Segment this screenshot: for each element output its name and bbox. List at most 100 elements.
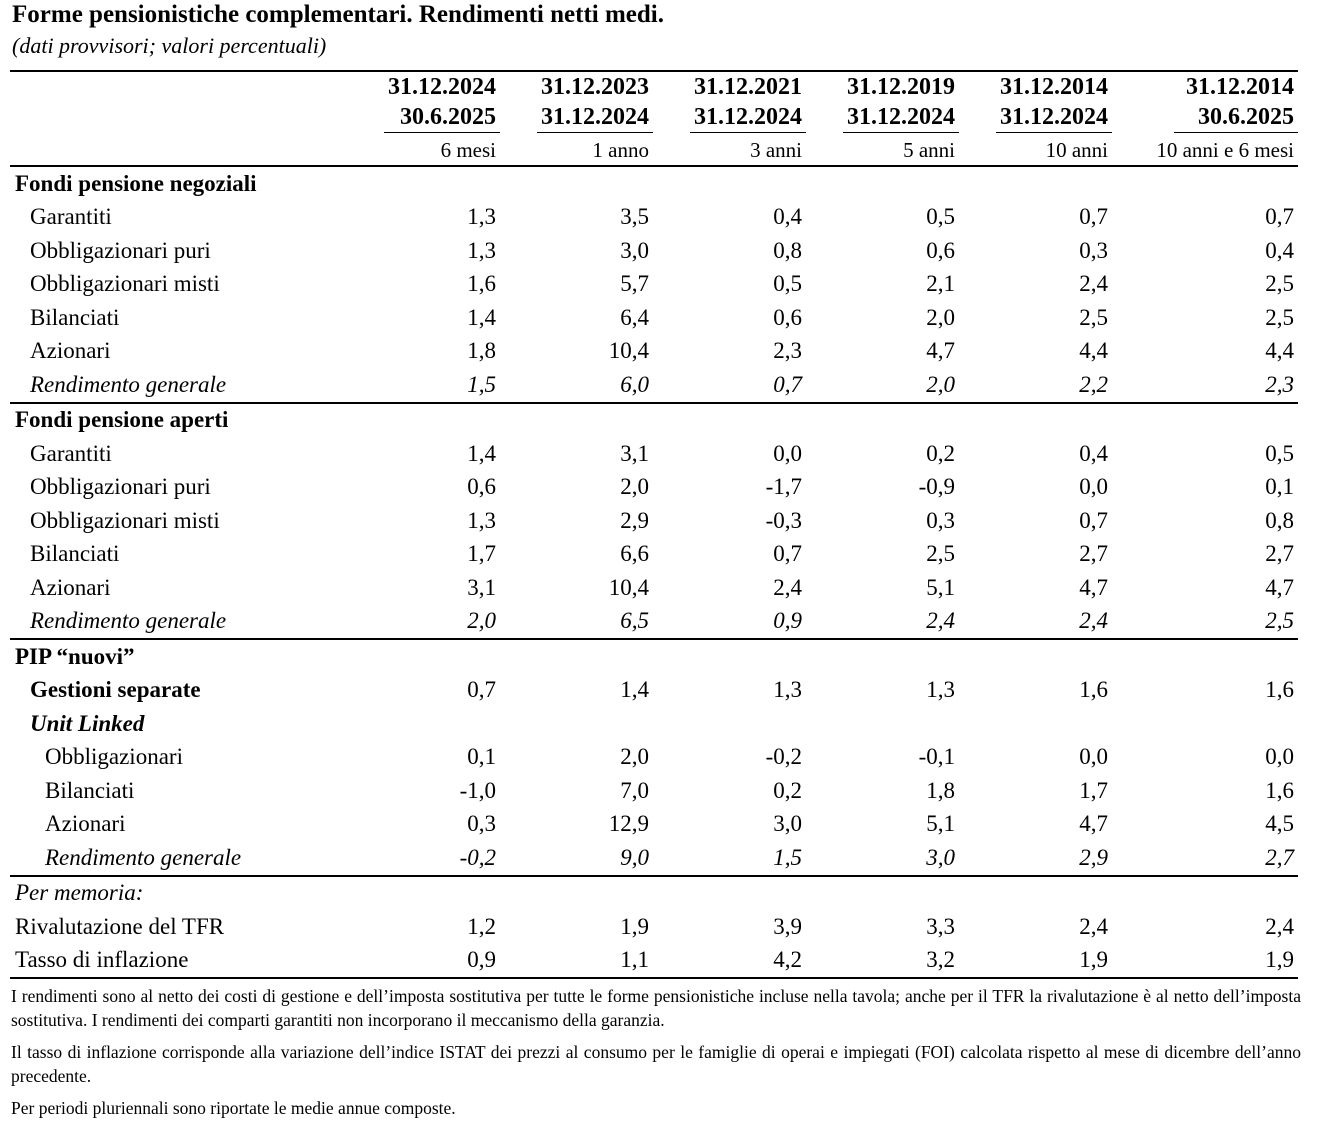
cell-value: 2,9 [620,507,649,533]
table-row: Bilanciati 1,4 6,4 0,6 2,0 2,5 2,5 [10,301,1298,335]
period-to: 31.12.2024 [847,104,955,130]
cell-value: 0,7 [1079,204,1108,230]
row-label: Rendimento generale [10,841,355,877]
total-row: Rendimento generale -0,2 9,0 1,5 3,0 2,9… [10,841,1298,877]
cell-value: 0,6 [773,304,802,330]
table-row: Obbligazionari puri 1,3 3,0 0,8 0,6 0,3 … [10,234,1298,268]
period-to: 31.12.2024 [1000,104,1108,130]
period-span: 10 anni e 6 mesi [1112,133,1298,167]
cell-value: 0,3 [1079,237,1108,263]
cell-value: 1,9 [959,943,1112,979]
column-header: 31.12.2014 31.12.2024 [959,71,1112,133]
cell-value: 0,2 [773,777,802,803]
footnotes: I rendimenti sono al netto dei costi di … [11,984,1301,1128]
period-from: 31.12.2014 [1186,74,1294,100]
cell-value: 3,3 [926,913,955,939]
table-row: Azionari 0,3 12,9 3,0 5,1 4,7 4,5 [10,808,1298,842]
cell-value: 0,1 [1265,474,1294,500]
column-header: 31.12.2021 31.12.2024 [653,71,806,133]
cell-value: 2,5 [1265,304,1294,330]
row-label: Obbligazionari puri [30,237,211,263]
column-header: 31.12.2019 31.12.2024 [806,71,959,133]
cell-value: 0,1 [467,744,496,770]
cell-value: 1,7 [467,541,496,567]
table-row: Tasso di inflazione 0,9 1,1 4,2 3,2 1,9 … [10,943,1298,979]
table-row: Obbligazionari 0,1 2,0 -0,2 -0,1 0,0 0,0 [10,741,1298,775]
table-row: Obbligazionari puri 0,6 2,0 -1,7 -0,9 0,… [10,471,1298,505]
header-period-row: 31.12.2024 30.6.2025 31.12.2023 31.12.2024… [10,71,1298,133]
row-label: Obbligazionari misti [30,507,220,533]
cell-value: 1,3 [467,204,496,230]
cell-value: 1,4 [467,304,496,330]
cell-value: 7,0 [620,777,649,803]
cell-value: 4,7 [1079,574,1108,600]
period-span: 6 mesi [355,133,500,167]
section-header-row: Fondi pensione negoziali [10,166,1298,201]
cell-value: 2,1 [926,271,955,297]
cell-value: 1,9 [1112,943,1298,979]
row-label: Obbligazionari misti [30,271,220,297]
cell-value: 10,4 [608,338,649,364]
subsection-header-row: Unit Linked [10,707,1298,741]
period-span: 1 anno [500,133,653,167]
cell-value: 2,7 [1112,841,1298,877]
cell-value: -0,3 [765,507,802,533]
cell-value: 0,4 [773,204,802,230]
cell-value: 2,0 [806,368,959,404]
cell-value: 1,3 [467,507,496,533]
cell-value: 0,9 [355,943,500,979]
table-row: Bilanciati -1,0 7,0 0,2 1,8 1,7 1,6 [10,774,1298,808]
footnote: I rendimenti sono al netto dei costi di … [11,986,1301,1030]
cell-value: 1,8 [467,338,496,364]
cell-value: 2,3 [773,338,802,364]
cell-value: 6,5 [500,604,653,640]
section-title: Fondi pensione aperti [15,407,229,433]
row-label: Gestioni separate [30,677,201,703]
cell-value: 4,2 [653,943,806,979]
table-row: Bilanciati 1,7 6,6 0,7 2,5 2,7 2,7 [10,538,1298,572]
cell-value: 1,6 [1265,777,1294,803]
section-header-row: PIP “nuovi” [10,639,1298,674]
row-label: Bilanciati [45,777,135,803]
cell-value: 4,4 [1265,338,1294,364]
cell-value: -0,2 [765,744,802,770]
cell-value: 6,6 [620,541,649,567]
header-corner [10,71,355,133]
cell-value: 0,9 [653,604,806,640]
cell-value: -1,7 [765,474,802,500]
cell-value: 0,7 [653,368,806,404]
cell-value: 12,9 [608,811,649,837]
period-from: 31.12.2014 [1000,74,1108,100]
cell-value: 0,3 [926,507,955,533]
cell-value: 1,8 [926,777,955,803]
cell-value: 1,1 [500,943,653,979]
section-title: Per memoria: [15,880,144,906]
page-subtitle: (dati provvisori; valori percentuali) [12,33,327,58]
period-to: 31.12.2024 [694,104,802,130]
cell-value: 2,0 [620,744,649,770]
cell-value: 3,9 [773,913,802,939]
cell-value: 0,5 [1265,440,1294,466]
cell-value: 2,0 [355,604,500,640]
cell-value: 0,8 [1265,507,1294,533]
cell-value: 0,7 [1079,507,1108,533]
row-label: Azionari [30,574,111,600]
cell-value: 1,5 [355,368,500,404]
cell-value: 1,4 [620,677,649,703]
cell-value: 1,6 [1265,677,1294,703]
row-label: Obbligazionari puri [30,474,211,500]
cell-value: 0,5 [773,271,802,297]
cell-value: 0,0 [1079,474,1108,500]
cell-value: 1,7 [1079,777,1108,803]
section-header-row: Per memoria: [10,876,1298,911]
cell-value: 5,7 [620,271,649,297]
row-label: Garantiti [30,440,112,466]
row-label: Rendimento generale [10,368,355,404]
cell-value: 0,0 [773,440,802,466]
subsection-title: Unit Linked [30,710,145,736]
cell-value: 1,3 [926,677,955,703]
cell-value: 3,1 [620,440,649,466]
row-label: Azionari [45,811,126,837]
footnote: Per periodi pluriennali sono riportate l… [11,1098,456,1118]
cell-value: 1,6 [1079,677,1108,703]
